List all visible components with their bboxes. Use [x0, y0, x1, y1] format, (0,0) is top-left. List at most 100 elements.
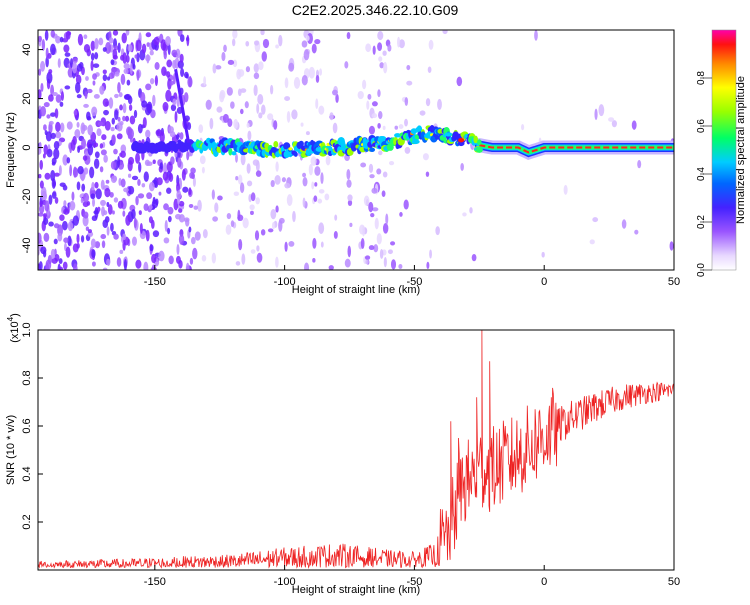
heatmap-speckle — [111, 117, 115, 125]
heatmap-y-tick-label: -20 — [21, 189, 33, 205]
heatmap-speckle — [227, 59, 235, 65]
heatmap-speckle — [325, 155, 331, 166]
heatmap-speckle — [121, 32, 127, 44]
heatmap-speckle — [155, 198, 159, 206]
heatmap-speckle — [87, 124, 93, 136]
heatmap-speckle — [165, 35, 171, 46]
colorbar-label: Normalized spectral amplitude — [735, 76, 747, 224]
heatmap-speckle — [232, 59, 238, 68]
heatmap-speckle — [212, 63, 217, 74]
heatmap-speckle — [133, 217, 137, 229]
heatmap-speckle — [284, 241, 288, 252]
heatmap-speckle — [81, 138, 87, 150]
heatmap-speckle — [143, 203, 149, 211]
heatmap-speckle — [77, 33, 84, 46]
heatmap-speckle — [426, 261, 430, 270]
heatmap-speckle — [58, 266, 63, 270]
heatmap-speckle — [67, 221, 74, 232]
heatmap-speckle — [347, 199, 353, 206]
heatmap-speckle — [51, 178, 56, 189]
heatmap-speckle — [149, 244, 154, 252]
heatmap-speckle — [55, 121, 61, 132]
heatmap-speckle — [372, 45, 376, 55]
heatmap-speckle — [94, 207, 99, 219]
heatmap-speckle — [189, 172, 195, 179]
heatmap-speckle — [379, 62, 385, 69]
heatmap-speckle — [164, 220, 168, 232]
heatmap-speckle — [97, 121, 104, 126]
heatmap-speckle — [128, 156, 135, 165]
heatmap-speckle — [116, 257, 122, 267]
heatmap-speckle — [137, 193, 145, 199]
heatmap-speckle — [362, 79, 367, 90]
snr-x-label: Height of straight line (km) — [292, 584, 420, 596]
heatmap-speckle — [634, 229, 639, 235]
heatmap-speckle — [38, 147, 42, 155]
heatmap-speckle — [214, 202, 219, 213]
heatmap-speckle — [158, 250, 165, 262]
heatmap-speckle — [244, 101, 249, 109]
heatmap-speckle — [611, 120, 617, 128]
heatmap-speckle — [48, 221, 54, 227]
heatmap-speckle — [100, 149, 107, 156]
heatmap-speckle — [371, 101, 378, 107]
heatmap-speckle — [176, 190, 182, 200]
heatmap-speckle — [357, 90, 364, 100]
heatmap-speckle — [335, 93, 339, 103]
heatmap-speckle — [61, 220, 68, 231]
heatmap-speckle — [344, 258, 351, 268]
heatmap-speckle — [275, 205, 279, 213]
heatmap-y-tick-label: 20 — [21, 92, 33, 104]
svg-text:(x104): (x104) — [6, 313, 21, 343]
heatmap-speckle — [148, 204, 153, 210]
heatmap-speckle — [77, 166, 84, 175]
heatmap-speckle — [110, 160, 117, 170]
snr-multiplier: (x104) — [6, 313, 21, 343]
heatmap-speckle — [48, 194, 53, 205]
heatmap-speckle — [286, 110, 291, 123]
heatmap-speckle — [288, 62, 295, 72]
heatmap-speckle — [168, 255, 174, 265]
heatmap-speckle — [394, 125, 399, 130]
heatmap-speckle — [135, 152, 140, 164]
heatmap-speckle — [53, 148, 60, 160]
ridge-blob — [475, 146, 483, 153]
heatmap-speckle — [92, 73, 97, 80]
heatmap-speckle — [117, 42, 121, 54]
heatmap-speckle — [318, 222, 325, 234]
heatmap-speckle — [123, 68, 129, 74]
heatmap-speckle — [521, 124, 525, 131]
heatmap-speckle — [43, 124, 47, 131]
heatmap-speckle — [329, 112, 334, 121]
heatmap-speckle — [253, 40, 260, 46]
colorbar-tick-label: 0.0 — [696, 263, 707, 277]
heatmap-speckle — [140, 92, 146, 104]
heatmap-speckle — [313, 195, 318, 202]
heatmap-speckle — [344, 61, 349, 69]
heatmap-speckle — [308, 66, 315, 79]
heatmap-speckle — [114, 71, 120, 77]
heatmap-speckle — [317, 198, 323, 204]
heatmap-speckle — [38, 35, 43, 43]
ridge-core-red — [479, 144, 674, 154]
heatmap-speckle — [284, 77, 289, 89]
heatmap-speckle — [462, 212, 467, 217]
heatmap-speckle — [305, 35, 310, 42]
heatmap-speckle — [93, 142, 99, 148]
heatmap-speckle — [284, 182, 291, 189]
heatmap-speckle — [72, 243, 79, 253]
heatmap-speckle — [608, 117, 615, 122]
heatmap-speckle — [188, 203, 194, 208]
heatmap-speckle — [247, 130, 252, 141]
heatmap-speckle — [149, 78, 155, 85]
heatmap-speckle — [48, 94, 54, 102]
colorbar-tick-label: 0.4 — [696, 167, 707, 181]
heatmap-speckle — [332, 122, 338, 134]
colorbar-tick-label: 0.6 — [696, 119, 707, 133]
heatmap-speckle — [275, 256, 279, 268]
heatmap-y-tick-label: -40 — [21, 238, 33, 254]
heatmap-speckle — [258, 112, 263, 119]
heatmap-speckle — [141, 183, 146, 188]
heatmap-speckle — [73, 109, 78, 116]
